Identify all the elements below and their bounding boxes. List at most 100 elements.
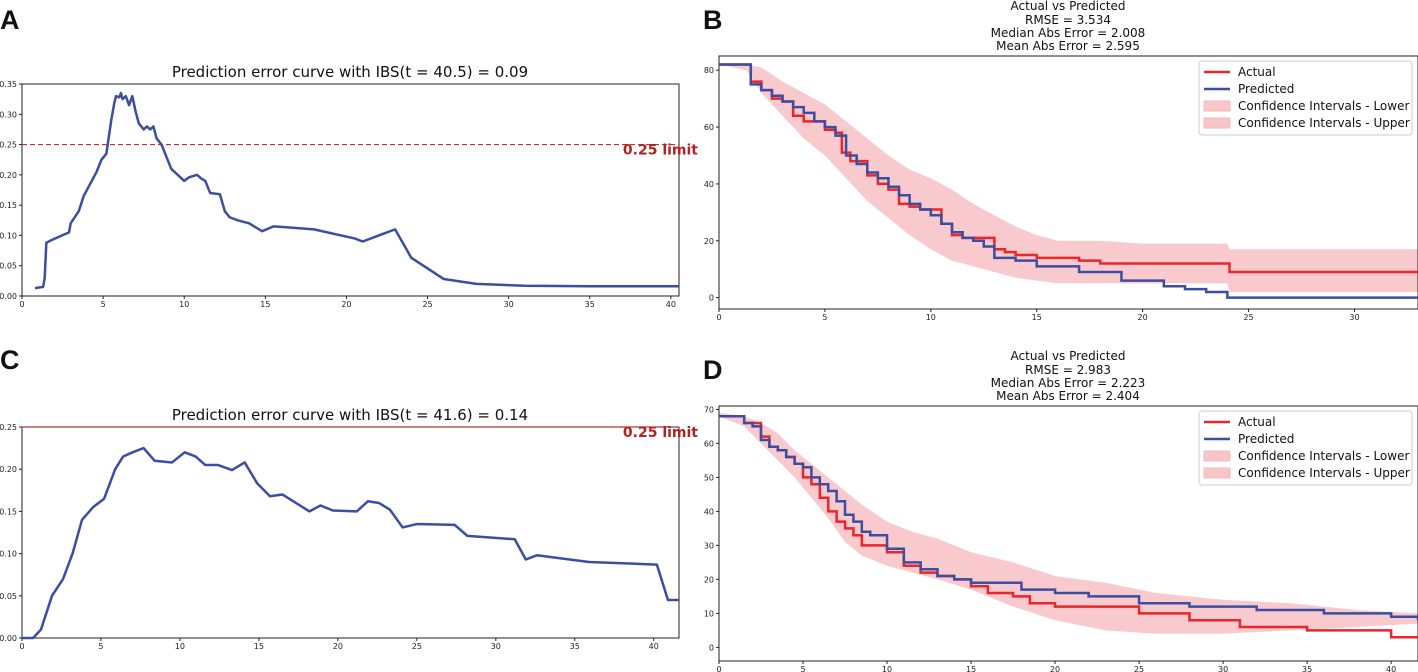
- panel-letter-c: C: [0, 345, 20, 375]
- panel-d-x-tick-label: 30: [1218, 665, 1228, 672]
- panel-a-y-tick-label: 0.20: [0, 171, 17, 180]
- panel-c-x-ticks: 0 5 10 15 20 25 30 35 40: [19, 638, 659, 651]
- panel-d-x-tick-label: 10: [882, 665, 892, 672]
- panel-d-legend-ci-lower-swatch: [1203, 450, 1231, 462]
- panel-b-y-tick-label: 20: [704, 237, 714, 246]
- panel-d-legend-actual-label: Actual: [1238, 415, 1276, 429]
- panel-b-legend-ci-upper-swatch: [1203, 117, 1231, 129]
- panel-d-y-tick-label: 20: [704, 575, 714, 584]
- panel-d-rmse: RMSE = 2.983: [1025, 363, 1111, 377]
- panel-a-limit-label: 0.25 limit: [623, 143, 698, 159]
- panel-a-x-ticks: 0 5 10 15 20 25 30 35 40: [19, 296, 676, 309]
- panel-b-title: Actual vs Predicted: [1011, 0, 1126, 13]
- panel-a-x-tick-label: 15: [260, 300, 270, 309]
- panel-a: A Prediction error curve with IBS(t = 40…: [0, 5, 698, 309]
- panel-d-x-tick-label: 5: [800, 665, 805, 672]
- panel-a-y-tick-label: 0.30: [0, 110, 17, 119]
- panel-c: C Prediction error curve with IBS(t = 41…: [0, 345, 698, 651]
- panel-a-x-tick-label: 10: [179, 300, 189, 309]
- panel-b-y-tick-label: 40: [704, 180, 714, 189]
- panel-b-legend-predicted-label: Predicted: [1238, 82, 1294, 96]
- panel-d-legend-ci-lower-label: Confidence Intervals - Lower: [1238, 449, 1409, 463]
- panel-b-legend-actual-label: Actual: [1238, 65, 1276, 79]
- panel-b-axes-frame: [718, 55, 1418, 310]
- panel-d-x-tick-label: 15: [966, 665, 976, 672]
- panel-b-legend-box: [1198, 60, 1413, 136]
- panel-b-y-tick-label: 0: [709, 294, 714, 303]
- panel-b-x-tick-label: 25: [1243, 313, 1253, 322]
- panel-d-predicted-line: [719, 414, 1418, 621]
- panel-b-legend-ci-lower-label: Confidence Intervals - Lower: [1238, 99, 1409, 113]
- panel-a-x-tick-label: 25: [422, 300, 432, 309]
- panel-b-x-tick-label: 15: [1032, 313, 1042, 322]
- panel-c-y-tick-label: 0.25: [0, 423, 17, 432]
- panel-c-x-tick-label: 25: [412, 642, 422, 651]
- panel-d-x-tick-label: 20: [1050, 665, 1060, 672]
- panel-a-y-tick-label: 0.35: [0, 80, 17, 89]
- panel-d-median-abs-error: Median Abs Error = 2.223: [991, 376, 1146, 390]
- panel-d: D Actual vs Predicted RMSE = 2.983 Media…: [703, 349, 1418, 672]
- panel-d-x-tick-label: 25: [1134, 665, 1144, 672]
- panel-a-y-ticks: 0.00 0.05 0.10 0.15 0.20 0.25 0.30 0.35: [0, 80, 22, 301]
- panel-c-y-tick-label: 0.15: [0, 507, 17, 516]
- panel-b-x-tick-label: 0: [716, 313, 721, 322]
- panel-d-ci-band: [719, 412, 1418, 634]
- panel-letter-b: B: [703, 5, 723, 35]
- panel-d-x-ticks: 0 5 10 15 20 25 30 35 40: [716, 661, 1396, 672]
- panel-c-x-tick-label: 20: [333, 642, 343, 651]
- panel-b-x-ticks: 0 5 10 15 20 25 30: [716, 309, 1360, 322]
- panel-c-error-curve: [22, 446, 679, 640]
- panel-b-x-tick-label: 10: [926, 313, 936, 322]
- panel-c-title: Prediction error curve with IBS(t = 41.6…: [172, 406, 528, 424]
- panel-d-y-ticks: 0 10 20 30 40 50 60 70: [704, 405, 719, 652]
- panel-d-y-tick-label: 30: [704, 541, 714, 550]
- panel-a-x-tick-label: 20: [341, 300, 351, 309]
- panel-a-x-tick-label: 40: [666, 300, 676, 309]
- panel-d-x-tick-label: 35: [1302, 665, 1312, 672]
- panel-c-y-tick-label: 0.10: [0, 550, 17, 559]
- panel-c-x-tick-label: 10: [175, 642, 185, 651]
- panel-b-predicted-line: [719, 63, 1418, 299]
- panel-a-y-tick-label: 0.05: [0, 262, 17, 271]
- panel-d-y-tick-label: 50: [704, 473, 714, 482]
- panel-d-title: Actual vs Predicted: [1011, 349, 1126, 363]
- panel-b-mean-abs-error: Mean Abs Error = 2.595: [996, 39, 1140, 53]
- panel-letter-d: D: [703, 355, 723, 385]
- panel-b-x-tick-label: 30: [1349, 313, 1359, 322]
- panel-b-y-tick-label: 80: [704, 66, 714, 75]
- panel-a-y-tick-label: 0.25: [0, 141, 17, 150]
- panel-c-y-tick-label: 0.05: [0, 592, 17, 601]
- panel-b-rmse: RMSE = 3.534: [1025, 13, 1111, 27]
- panel-b-x-tick-label: 20: [1138, 313, 1148, 322]
- panel-c-x-tick-label: 5: [98, 642, 103, 651]
- panel-d-axes-frame: [718, 405, 1418, 662]
- panel-b-legend-ci-upper-label: Confidence Intervals - Upper: [1238, 116, 1410, 130]
- panel-b-median-abs-error: Median Abs Error = 2.008: [991, 26, 1146, 40]
- panel-d-y-tick-label: 70: [704, 405, 714, 414]
- panel-c-y-ticks: 0.00 0.05 0.10 0.15 0.20 0.25: [0, 423, 22, 643]
- panel-a-x-tick-label: 0: [19, 300, 24, 309]
- panel-b-legend: Actual Predicted Confidence Intervals - …: [1198, 60, 1413, 136]
- panel-d-legend-box: [1198, 410, 1413, 486]
- panel-c-y-tick-label: 0.00: [0, 634, 17, 643]
- panel-c-x-tick-label: 35: [570, 642, 580, 651]
- panel-letter-a: A: [0, 5, 20, 35]
- panel-d-legend-ci-upper-swatch: [1203, 467, 1231, 479]
- panel-a-title: Prediction error curve with IBS(t = 40.5…: [172, 63, 528, 81]
- panel-d-y-tick-label: 0: [709, 643, 714, 652]
- panel-d-y-tick-label: 60: [704, 439, 714, 448]
- panel-b-x-tick-label: 5: [822, 313, 827, 322]
- panel-b: B Actual vs Predicted RMSE = 3.534 Media…: [703, 0, 1418, 322]
- panel-c-x-tick-label: 0: [19, 642, 24, 651]
- panel-b-y-tick-label: 60: [704, 123, 714, 132]
- panel-d-mean-abs-error: Mean Abs Error = 2.404: [996, 389, 1140, 403]
- panel-a-x-tick-label: 35: [585, 300, 595, 309]
- panel-d-y-tick-label: 40: [704, 507, 714, 516]
- panel-c-x-tick-label: 15: [254, 642, 264, 651]
- panel-a-x-tick-label: 30: [504, 300, 514, 309]
- panel-c-limit-label: 0.25 limit: [623, 425, 698, 441]
- panel-c-x-tick-label: 30: [491, 642, 501, 651]
- panel-a-y-tick-label: 0.10: [0, 231, 17, 240]
- panel-a-y-tick-label: 0.00: [0, 292, 17, 301]
